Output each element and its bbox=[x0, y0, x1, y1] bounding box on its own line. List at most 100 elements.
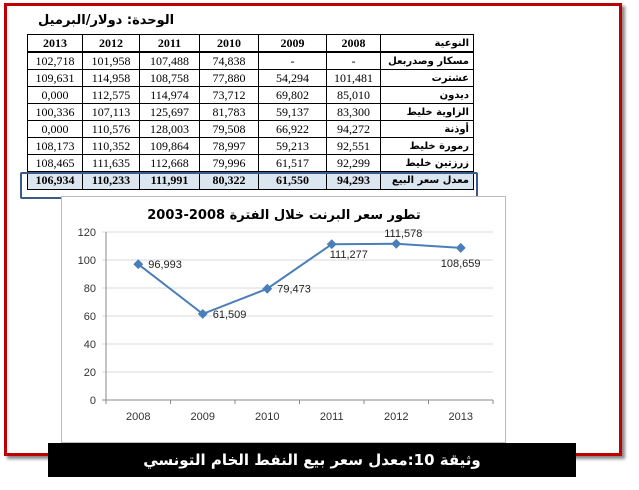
value-cell: 59,213 bbox=[258, 137, 327, 155]
value-cell: 109,631 bbox=[27, 69, 83, 87]
value-cell: 112,668 bbox=[139, 154, 200, 172]
value-cell: 79,996 bbox=[199, 154, 259, 172]
series-line bbox=[137, 242, 461, 316]
value-cell: 110,352 bbox=[82, 137, 140, 155]
x-tick-label: 2008 bbox=[126, 411, 150, 423]
header-cell: 2009 bbox=[258, 34, 327, 53]
average-row: معدل سعر البيع 94,293 61,550 80,322 111,991 1… bbox=[27, 171, 474, 190]
value-cell: 83,300 bbox=[326, 103, 381, 121]
value-cell: 110,576 bbox=[82, 120, 140, 138]
value-cell: 61,550 bbox=[258, 171, 327, 190]
data-point bbox=[133, 259, 144, 270]
x-tick-label: 2010 bbox=[255, 411, 279, 423]
data-point bbox=[391, 238, 402, 249]
value-cell: 77,880 bbox=[199, 69, 259, 87]
value-cell: - bbox=[326, 51, 381, 70]
price-table: النوعية 2008 2009 2010 2011 2012 2013 مس… bbox=[27, 34, 474, 190]
header-cell: 2011 bbox=[139, 34, 200, 53]
y-tick-label: 40 bbox=[84, 339, 96, 351]
data-label: 61,509 bbox=[213, 309, 247, 321]
average-row-highlight bbox=[20, 172, 478, 199]
brent-chart: تطور سعر البرنت خلال الفترة 2008-2003 0 2… bbox=[61, 196, 506, 443]
value-cell: 128,003 bbox=[139, 120, 200, 138]
value-cell: 78,997 bbox=[199, 137, 259, 155]
type-cell: زرزتين خليط bbox=[380, 154, 474, 172]
header-cell: النوعية bbox=[380, 34, 474, 53]
value-cell: 125,697 bbox=[139, 103, 200, 121]
data-label: 111,277 bbox=[330, 249, 368, 261]
table-row: رمورة خليط 92,551 59,213 78,997 109,864 110,3… bbox=[27, 137, 474, 155]
table-row: أوذنة 94,272 66,922 79,508 128,003 110,576 0,0… bbox=[27, 120, 474, 138]
table-row: مسكار وصدربعل - -74,838 107,488 101,958 102,7… bbox=[27, 51, 474, 70]
value-cell: 106,934 bbox=[27, 171, 83, 190]
header-cell: 2012 bbox=[82, 34, 140, 53]
chart-svg: تطور سعر البرنت خلال الفترة 2008-2003 0 2… bbox=[78, 208, 494, 423]
value-cell: 101,481 bbox=[326, 69, 381, 87]
value-cell: 100,336 bbox=[27, 103, 83, 121]
unit-label: الوحدة: دولار/البرميل bbox=[38, 13, 175, 28]
value-cell: 107,113 bbox=[82, 103, 140, 121]
value-cell: 79,508 bbox=[199, 120, 259, 138]
value-cell: 102,718 bbox=[27, 51, 83, 70]
data-point bbox=[455, 242, 466, 253]
value-cell: 92,551 bbox=[326, 137, 381, 155]
y-tick-label: 20 bbox=[84, 367, 96, 379]
value-cell: - bbox=[258, 51, 327, 70]
value-cell: 108,173 bbox=[27, 137, 83, 155]
type-cell: معدل سعر البيع bbox=[380, 171, 474, 190]
value-cell: 101,958 bbox=[82, 51, 140, 70]
value-cell: 111,635 bbox=[82, 154, 140, 172]
type-cell: الزاوية خليط bbox=[380, 103, 474, 121]
value-cell: 114,974 bbox=[139, 86, 200, 104]
value-cell: 114,958 bbox=[82, 69, 140, 87]
value-cell: 74,838 bbox=[199, 51, 259, 70]
value-cell: 0,000 bbox=[27, 86, 83, 104]
value-cell: 94,272 bbox=[326, 120, 381, 138]
type-cell: رمورة خليط bbox=[380, 137, 474, 155]
value-cell: 108,465 bbox=[27, 154, 83, 172]
value-cell: 54,294 bbox=[258, 69, 327, 87]
table-header-row: النوعية 2008 2009 2010 2011 2012 2013 bbox=[27, 34, 474, 53]
value-cell: 85,010 bbox=[326, 86, 381, 104]
y-tick-label: 0 bbox=[90, 395, 96, 407]
data-point bbox=[197, 308, 208, 319]
value-cell: 107,488 bbox=[139, 51, 200, 70]
value-cell: 92,299 bbox=[326, 154, 381, 172]
x-tick-label: 2011 bbox=[320, 411, 344, 423]
header-cell: 2008 bbox=[326, 34, 381, 53]
table-row: عشترت 101,481 54,294 77,880 108,758 114,958 10… bbox=[27, 69, 474, 87]
value-cell: 112,575 bbox=[82, 86, 140, 104]
value-cell: 66,922 bbox=[258, 120, 327, 138]
header-cell: 2013 bbox=[27, 34, 83, 53]
y-tick-label: 80 bbox=[84, 283, 96, 295]
value-cell: 111,991 bbox=[139, 171, 200, 190]
chart-title: تطور سعر البرنت خلال الفترة 2008-2003 bbox=[147, 208, 420, 223]
y-tick-label: 60 bbox=[84, 311, 96, 323]
type-cell: عشترت bbox=[380, 69, 474, 87]
value-cell: 0,000 bbox=[27, 120, 83, 138]
data-label: 79,473 bbox=[277, 284, 311, 296]
data-label: 111,578 bbox=[384, 228, 422, 240]
value-cell: 108,758 bbox=[139, 69, 200, 87]
value-cell: 94,293 bbox=[326, 171, 381, 190]
document-caption: وثيقة 10:معدل سعر بيع النفط الخام التونس… bbox=[48, 443, 576, 477]
x-tick-label: 2013 bbox=[449, 411, 473, 423]
type-cell: مسكار وصدربعل bbox=[380, 51, 474, 70]
value-cell: 80,322 bbox=[199, 171, 259, 190]
table-row: ديدون 85,010 69,802 73,712 114,974 112,575 0,0… bbox=[27, 86, 474, 104]
value-cell: 61,517 bbox=[258, 154, 327, 172]
value-cell: 69,802 bbox=[258, 86, 327, 104]
y-tick-label: 100 bbox=[78, 255, 96, 267]
x-tick-label: 2009 bbox=[191, 411, 215, 423]
x-tick-label: 2012 bbox=[384, 411, 408, 423]
table-row: الزاوية خليط 83,300 59,137 81,783 125,697 107… bbox=[27, 103, 474, 121]
header-cell: 2010 bbox=[199, 34, 259, 53]
data-label: 96,993 bbox=[148, 259, 182, 271]
data-label: 108,659 bbox=[441, 258, 481, 270]
table-row: زرزتين خليط 92,299 61,517 79,996 112,668 111,… bbox=[27, 154, 474, 172]
type-cell: ديدون bbox=[380, 86, 474, 104]
y-tick-label: 120 bbox=[78, 227, 96, 239]
type-cell: أوذنة bbox=[380, 120, 474, 138]
value-cell: 109,864 bbox=[139, 137, 200, 155]
value-cell: 73,712 bbox=[199, 86, 259, 104]
